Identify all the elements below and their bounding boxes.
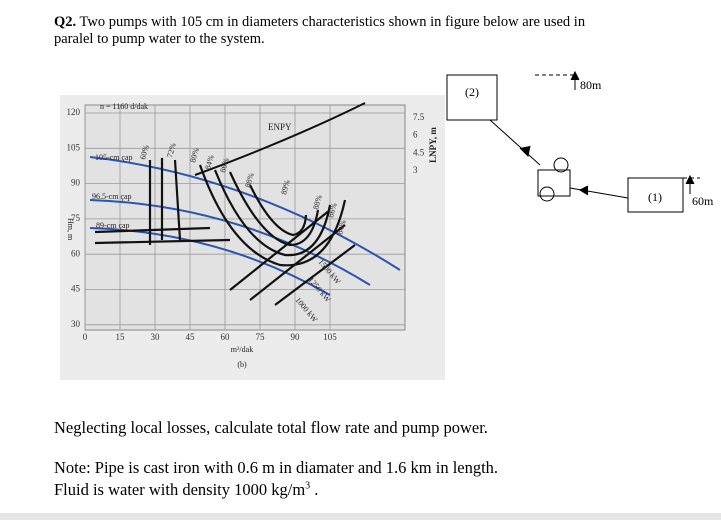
- y-tick-label: 90: [71, 178, 81, 188]
- efficiency-label: 84%: [203, 154, 216, 171]
- efficiency-label: 89%: [279, 179, 292, 196]
- reservoir-label: (2): [465, 85, 479, 99]
- diameter-curve: [89, 156, 401, 271]
- head-axis-label: Hm, m: [66, 218, 75, 241]
- note-end: .: [310, 480, 319, 499]
- y-tick-label: 75: [71, 213, 81, 223]
- y-tick-label: 60: [71, 248, 81, 258]
- scrollbar: [0, 513, 721, 520]
- diameter-label: 105-cm çap: [95, 153, 133, 162]
- question-text: Two pumps with 105 cm in diameters chara…: [79, 14, 586, 30]
- speed-label: n = 1160 d/dak: [100, 102, 148, 111]
- x-axis-label: m³/dak: [231, 345, 253, 354]
- y2-tick-label: 7.5: [413, 112, 425, 122]
- x-tick-label: 30: [151, 332, 161, 342]
- diameter-label: 89-cm çap: [96, 221, 130, 230]
- npsh-curve-label: ENPY: [268, 122, 292, 132]
- efficiency-label: 80%: [188, 147, 201, 164]
- y-tick-label: 45: [71, 284, 81, 294]
- question-line: paralel to pump water to the system.: [54, 31, 265, 47]
- diameter-curve: [89, 227, 331, 296]
- grid: [84, 105, 405, 330]
- diameter-curve: [89, 199, 371, 286]
- x-tick-label: 105: [323, 332, 337, 342]
- note-line: Note: Pipe is cast iron with 0.6 m in di…: [54, 458, 499, 477]
- elevation-label: 60m: [692, 194, 714, 208]
- y-tick-label: 30: [71, 319, 81, 329]
- efficiency-contours: [94, 158, 356, 306]
- x-tick-label: 15: [116, 332, 126, 342]
- x-tick-label: 60: [221, 332, 231, 342]
- reservoir-label: (1): [648, 190, 662, 204]
- efficiency-label: 72%: [165, 142, 178, 159]
- y-tick-label: 105: [67, 142, 81, 152]
- y2-tick-label: 4.5: [413, 147, 425, 157]
- x-tick-label: 90: [291, 332, 301, 342]
- task-text: Neglecting local losses, calculate total…: [54, 418, 488, 437]
- efficiency-label: 60%: [138, 144, 151, 161]
- figure: n = 1160 d/dak ENPY Hm, m LNPY, m m³/dak…: [60, 70, 714, 380]
- elevation-label: 80m: [580, 78, 602, 92]
- efficiency-label: 88%: [311, 194, 324, 211]
- efficiency-label: 88%: [243, 172, 256, 189]
- figure-caption: (b): [237, 360, 247, 369]
- note-line: Fluid is water with density 1000 kg/m3 .: [54, 480, 318, 500]
- y2-tick-label: 6: [413, 130, 418, 140]
- note-text: Fluid is water with density 1000 kg/m: [54, 480, 306, 499]
- npsh-axis-label: LNPY, m: [428, 127, 438, 163]
- x-tick-label: 45: [186, 332, 196, 342]
- x-tick-label: 75: [256, 332, 266, 342]
- y-tick-label: 120: [67, 107, 81, 117]
- schematic: [446, 70, 700, 213]
- superscript: 3: [305, 480, 311, 492]
- npsh-curve: [194, 102, 366, 176]
- efficiency-label: 86%: [218, 157, 231, 174]
- efficiency-label: 86%: [326, 202, 339, 219]
- efficiency-label: 84%: [335, 219, 348, 236]
- plot-area: [84, 104, 406, 331]
- question-number: Q2.: [54, 14, 77, 30]
- diameter-label: 96.5-cm çap: [92, 192, 132, 201]
- y2-tick-label: 3: [413, 165, 418, 175]
- x-tick-label: 0: [83, 332, 88, 342]
- question-line: Q2. Two pumps with 105 cm in diameters c…: [54, 14, 585, 31]
